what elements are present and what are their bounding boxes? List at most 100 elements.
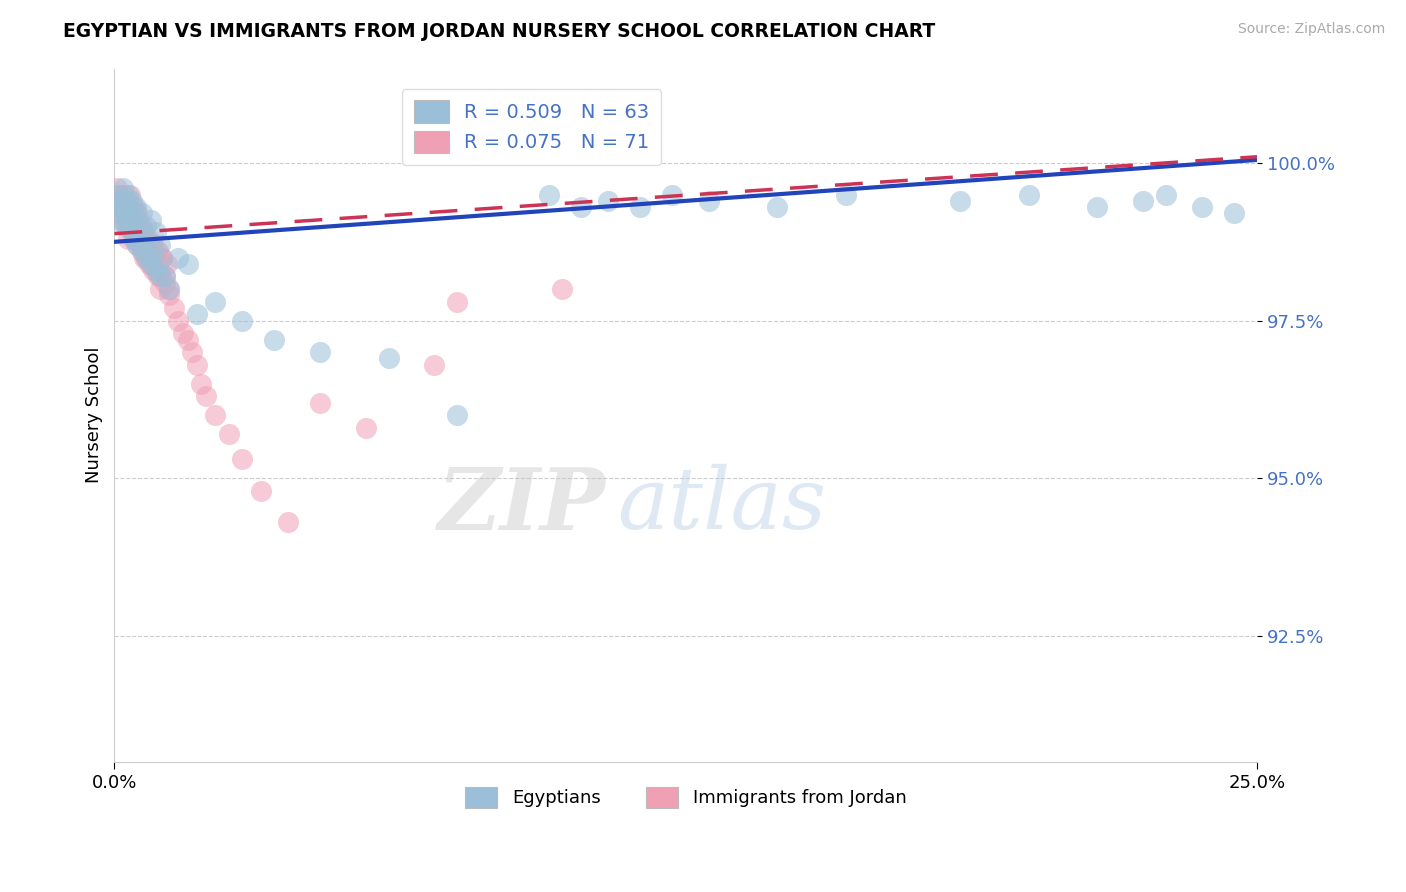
Point: [149, 282, 172, 296]
Point: [309, 395, 332, 409]
Point: [114, 187, 136, 202]
Point: [105, 200, 128, 214]
Point: [231, 452, 253, 467]
Point: [142, 244, 165, 259]
Point: [135, 219, 157, 233]
Point: [569, 200, 592, 214]
Point: [108, 206, 131, 220]
Point: [309, 345, 332, 359]
Point: [537, 187, 560, 202]
Point: [149, 269, 172, 284]
Point: [104, 194, 127, 208]
Point: [135, 251, 157, 265]
Y-axis label: Nursery School: Nursery School: [86, 347, 103, 483]
Point: [117, 232, 139, 246]
Point: [949, 194, 972, 208]
Point: [163, 301, 186, 315]
Point: [186, 358, 208, 372]
Point: [156, 257, 179, 271]
Point: [124, 206, 146, 220]
Point: [167, 313, 190, 327]
Point: [138, 232, 160, 246]
Point: [1223, 206, 1246, 220]
Point: [186, 307, 208, 321]
Point: [1132, 194, 1154, 208]
Point: [697, 194, 720, 208]
Point: [277, 516, 299, 530]
Point: [190, 376, 212, 391]
Point: [128, 219, 150, 233]
Point: [661, 187, 683, 202]
Point: [108, 187, 131, 202]
Point: [115, 194, 138, 208]
Point: [131, 219, 153, 233]
Point: [153, 269, 176, 284]
Point: [107, 187, 129, 202]
Point: [127, 238, 149, 252]
Point: [204, 294, 226, 309]
Point: [149, 269, 172, 284]
Point: [176, 257, 198, 271]
Point: [153, 269, 176, 284]
Point: [551, 282, 574, 296]
Point: [114, 219, 136, 233]
Point: [152, 251, 174, 265]
Point: [152, 251, 174, 265]
Point: [112, 200, 135, 214]
Point: [766, 200, 789, 214]
Point: [107, 200, 129, 214]
Point: [1191, 200, 1213, 214]
Legend: Egyptians, Immigrants from Jordan: Egyptians, Immigrants from Jordan: [458, 780, 914, 815]
Point: [157, 282, 180, 296]
Point: [149, 238, 172, 252]
Point: [112, 200, 135, 214]
Point: [423, 358, 446, 372]
Point: [146, 244, 169, 259]
Point: [142, 263, 165, 277]
Point: [138, 257, 160, 271]
Point: [145, 263, 167, 277]
Point: [127, 238, 149, 252]
Point: [446, 408, 468, 422]
Text: Source: ZipAtlas.com: Source: ZipAtlas.com: [1237, 22, 1385, 37]
Point: [145, 226, 167, 240]
Point: [111, 212, 134, 227]
Point: [110, 194, 132, 208]
Point: [115, 219, 138, 233]
Point: [115, 206, 138, 220]
Point: [249, 483, 271, 498]
Point: [120, 187, 142, 202]
Point: [834, 187, 856, 202]
Point: [122, 219, 145, 233]
Point: [125, 200, 148, 214]
Point: [121, 194, 143, 208]
Point: [596, 194, 619, 208]
Point: [263, 333, 285, 347]
Point: [105, 181, 128, 195]
Point: [118, 206, 141, 220]
Point: [121, 226, 143, 240]
Point: [146, 269, 169, 284]
Point: [121, 232, 143, 246]
Text: atlas: atlas: [617, 464, 827, 547]
Point: [131, 244, 153, 259]
Point: [117, 187, 139, 202]
Point: [118, 200, 141, 214]
Point: [354, 421, 377, 435]
Point: [121, 212, 143, 227]
Point: [145, 244, 167, 259]
Point: [153, 276, 176, 290]
Point: [128, 238, 150, 252]
Text: ZIP: ZIP: [437, 464, 606, 547]
Point: [108, 206, 131, 220]
Point: [231, 313, 253, 327]
Point: [181, 345, 204, 359]
Point: [135, 232, 157, 246]
Point: [139, 257, 162, 271]
Point: [134, 238, 156, 252]
Point: [115, 219, 138, 233]
Point: [121, 206, 143, 220]
Point: [111, 181, 134, 195]
Point: [117, 219, 139, 233]
Point: [142, 238, 165, 252]
